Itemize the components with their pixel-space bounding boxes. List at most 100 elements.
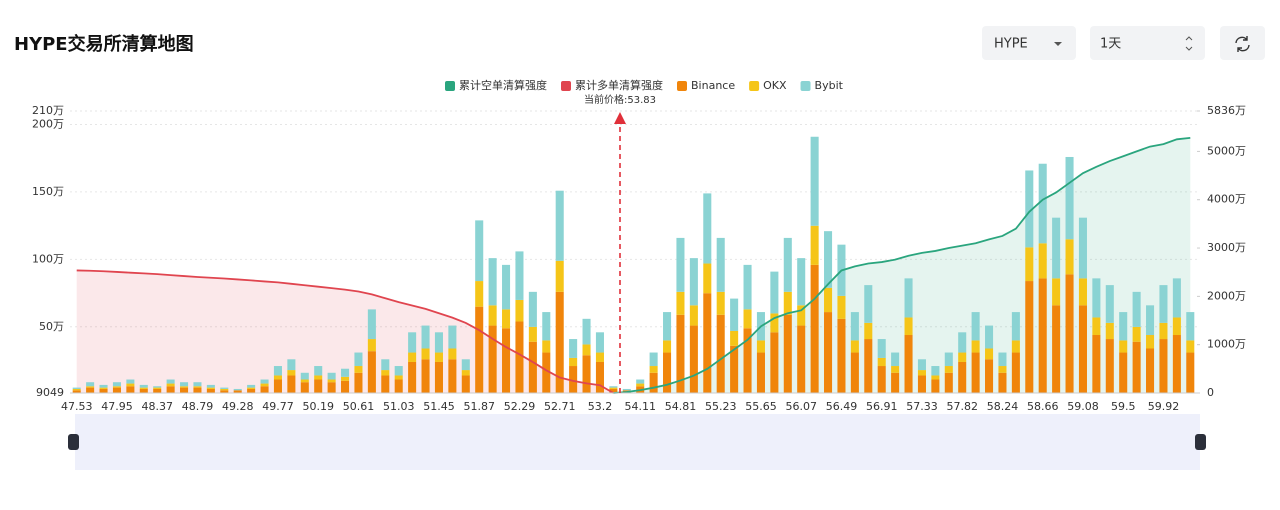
bar-segment: [663, 312, 672, 341]
zoom-handle[interactable]: [1195, 434, 1206, 450]
bar-segment: [609, 388, 618, 393]
legend-label: OKX: [763, 79, 787, 92]
bar-segment: [689, 305, 698, 326]
bar-segment: [783, 291, 792, 315]
bar-segment: [206, 387, 215, 389]
bar-segment: [649, 352, 658, 367]
bar-segment: [891, 352, 900, 367]
bar-segment: [99, 388, 108, 393]
bar-segment: [944, 352, 953, 367]
refresh-icon[interactable]: [1235, 36, 1250, 52]
legend-swatch: [445, 81, 455, 91]
x-tick-label: 53.2: [588, 400, 613, 413]
bar-segment: [689, 258, 698, 306]
x-tick-label: 55.23: [705, 400, 737, 413]
bar-segment: [475, 281, 484, 307]
bar-segment: [475, 306, 484, 393]
x-tick-label: 51.03: [383, 400, 415, 413]
bar-segment: [1172, 335, 1181, 393]
x-tick-label: 51.87: [463, 400, 495, 413]
bar-segment: [126, 386, 135, 393]
bar-segment: [341, 368, 350, 377]
legend-label: Bybit: [815, 79, 844, 92]
bar-segment: [730, 330, 739, 346]
select-box[interactable]: [982, 26, 1076, 60]
bar-segment: [1132, 326, 1141, 342]
bar-segment: [555, 291, 564, 393]
symbol-select[interactable]: HYPE: [982, 26, 1076, 60]
bar-segment: [1159, 339, 1168, 393]
bar-segment: [247, 388, 256, 393]
bar-segment: [810, 264, 819, 393]
y2-tick-label: 1000万: [1207, 338, 1246, 351]
bar-segment: [891, 372, 900, 393]
bar-segment: [314, 379, 323, 393]
select-box[interactable]: [1090, 26, 1205, 60]
bar-segment: [314, 366, 323, 376]
y-tick-label: 50万: [39, 320, 64, 333]
select-text[interactable]: HYPE: [994, 37, 1028, 52]
bar-segment: [810, 136, 819, 226]
bar-segment: [502, 264, 511, 310]
bar-segment: [1146, 305, 1155, 336]
button-box[interactable]: [1220, 26, 1265, 60]
bar-segment: [864, 285, 873, 323]
bar-segment: [394, 379, 403, 393]
bar-segment: [126, 379, 135, 384]
bar-segment: [300, 372, 309, 380]
bar-segment: [569, 339, 578, 358]
bar-segment: [381, 375, 390, 393]
bar-segment: [1092, 335, 1101, 393]
bar-segment: [555, 260, 564, 292]
zoom-track[interactable]: [75, 414, 1200, 470]
bar-segment: [220, 387, 229, 389]
bar-segment: [206, 384, 215, 388]
bar-segment: [300, 379, 309, 383]
bar-segment: [797, 258, 806, 306]
period-select[interactable]: 1天: [1090, 26, 1205, 60]
select-text[interactable]: 1天: [1100, 37, 1121, 52]
bar-segment: [877, 339, 886, 358]
bar-segment: [877, 357, 886, 367]
bar-segment: [985, 325, 994, 349]
bar-segment: [998, 352, 1007, 367]
zoom-handle[interactable]: [68, 434, 79, 450]
bar-segment: [582, 355, 591, 393]
bar-segment: [260, 386, 269, 393]
bar-segment: [153, 387, 162, 389]
bar-segment: [1065, 156, 1074, 240]
bar-segment: [877, 366, 886, 393]
y2-tick-label: 5000万: [1207, 144, 1246, 157]
x-tick-label: 49.28: [222, 400, 254, 413]
bar-segment: [676, 237, 685, 292]
bar-segment: [985, 359, 994, 393]
bar-segment: [1119, 312, 1128, 341]
legend-swatch: [561, 81, 571, 91]
bar-segment: [850, 312, 859, 341]
bar-segment: [314, 375, 323, 380]
refresh-button[interactable]: [1220, 26, 1265, 60]
bar-segment: [1092, 317, 1101, 336]
bar-segment: [1159, 285, 1168, 323]
x-tick-label: 59.08: [1067, 400, 1099, 413]
y2-tick-label: 5836万: [1207, 104, 1246, 117]
bar-segment: [663, 340, 672, 353]
legend-label: 累计空单清算强度: [459, 78, 547, 92]
bar-segment: [917, 359, 926, 371]
bar-segment: [488, 305, 497, 326]
spinner[interactable]: [1185, 36, 1193, 51]
bar-segment: [783, 237, 792, 292]
cumulative-line: [613, 136, 1191, 394]
bar-segment: [636, 379, 645, 384]
bar-segment: [1011, 340, 1020, 353]
bar-segment: [1159, 322, 1168, 340]
bar-segment: [730, 298, 739, 331]
bar-segment: [891, 366, 900, 373]
bar-segment: [1011, 352, 1020, 393]
caret[interactable]: [1054, 42, 1062, 46]
cumulative-line: [76, 269, 614, 394]
bar-segment: [1078, 305, 1087, 393]
bar-segment: [1186, 312, 1195, 341]
bar-segment: [434, 332, 443, 353]
